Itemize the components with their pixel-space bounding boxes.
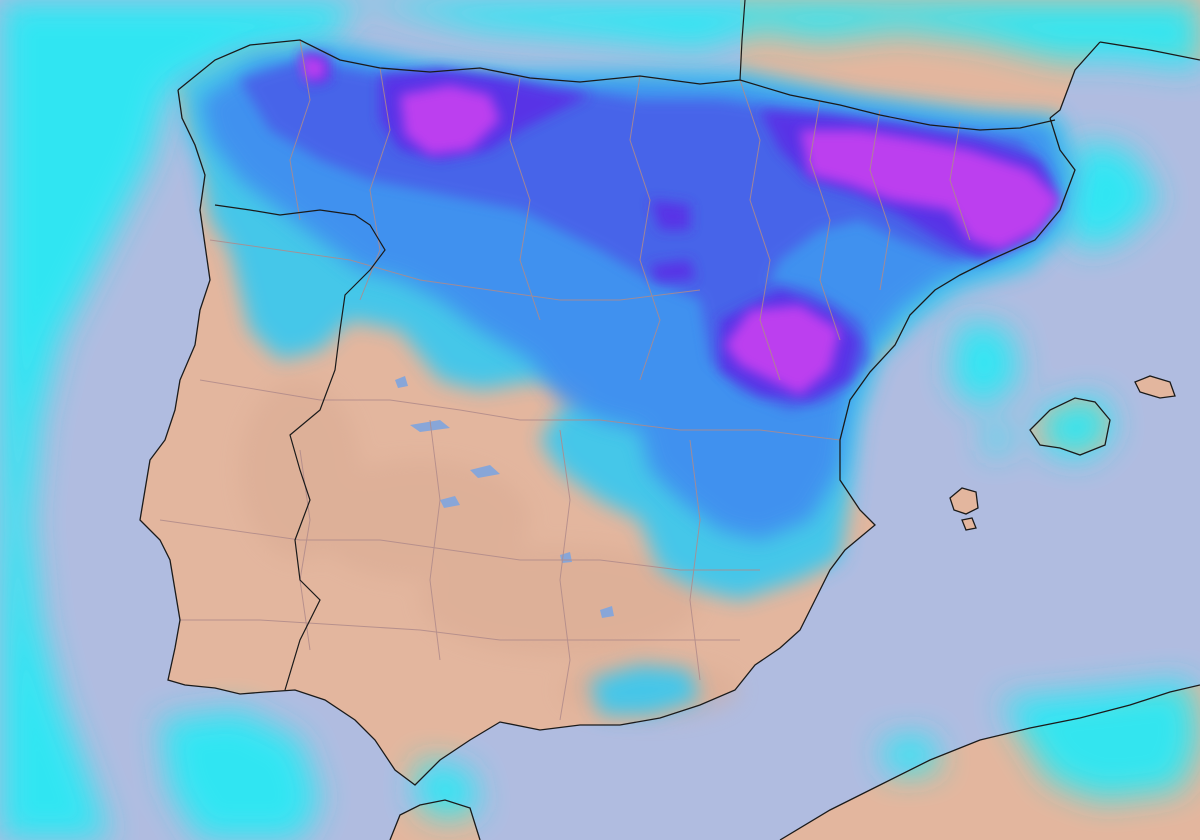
france-border-north xyxy=(739,0,746,81)
france-spain-border xyxy=(739,79,1056,131)
coastlines xyxy=(139,39,1200,840)
relief-shading xyxy=(240,380,740,720)
admin-borders xyxy=(159,39,971,721)
spain-portugal-border xyxy=(214,204,386,691)
menorca-island xyxy=(1135,376,1175,398)
reservoirs xyxy=(395,376,614,618)
ibiza-island xyxy=(950,488,978,514)
